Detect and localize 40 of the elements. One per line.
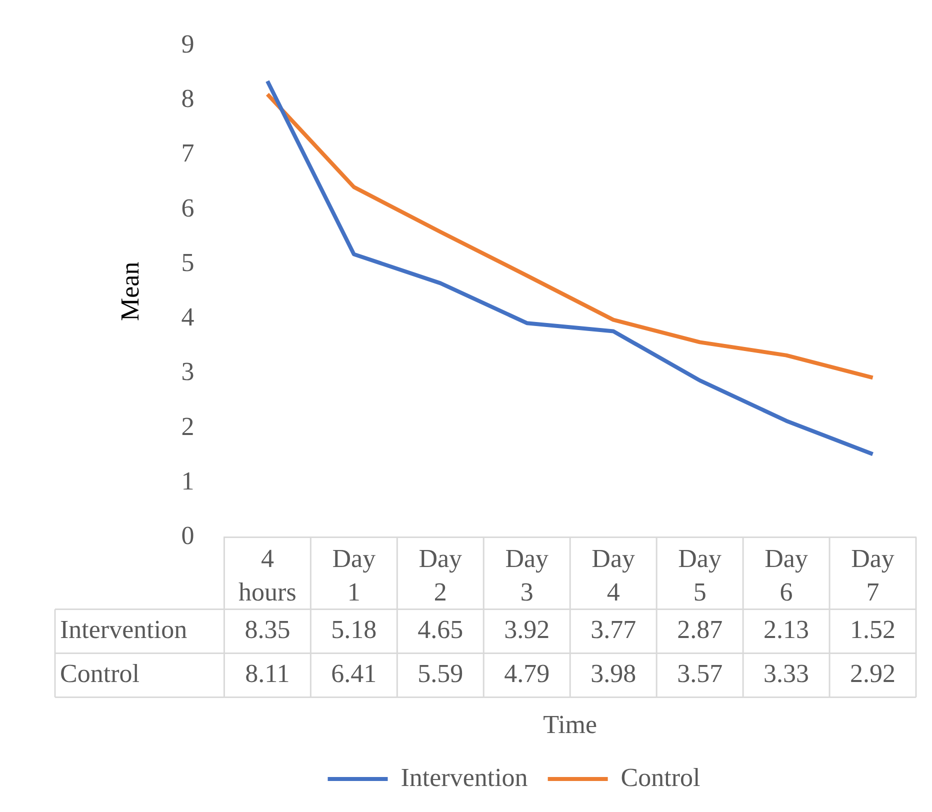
data-label: 2.92 <box>850 659 896 688</box>
y-tick-label: 2 <box>181 412 194 441</box>
x-tick-label: Day 3 <box>505 544 549 607</box>
data-label: 5.18 <box>331 615 377 644</box>
data-label: 4.65 <box>418 615 464 644</box>
y-tick-label: 5 <box>181 248 194 277</box>
data-label: 2.13 <box>764 615 810 644</box>
data-label: 3.33 <box>764 659 810 688</box>
data-label: 2.87 <box>677 615 723 644</box>
data-label: 4.79 <box>504 659 550 688</box>
text: Control <box>60 659 140 688</box>
y-axis-title: Mean <box>115 262 144 321</box>
x-tick-label: 4 hours <box>238 544 296 607</box>
text: Intervention <box>60 615 188 644</box>
x-tick-label: Day 7 <box>851 544 894 607</box>
data-label: 3.57 <box>677 659 723 688</box>
y-tick-label: 4 <box>181 302 194 332</box>
data-label: 5.59 <box>418 659 464 688</box>
data-label: 3.77 <box>590 615 636 644</box>
x-tick-label: Day 2 <box>418 544 462 607</box>
y-tick-label: 6 <box>181 193 194 222</box>
x-tick-label: Day 5 <box>678 544 722 607</box>
legend-label: Intervention <box>400 762 528 792</box>
data-label: 8.11 <box>245 659 290 688</box>
data-label: 8.35 <box>244 615 290 644</box>
y-tick-label: 9 <box>181 29 194 58</box>
x-tick-label: Day 1 <box>332 544 376 607</box>
data-label: 1.52 <box>850 615 896 644</box>
y-tick-label: 3 <box>181 357 194 386</box>
x-axis-title: Time <box>543 710 598 740</box>
legend-label: Control <box>620 762 700 792</box>
y-tick-label: 8 <box>181 84 194 114</box>
x-tick-label: Day 4 <box>592 544 635 607</box>
x-tick-label: Day 6 <box>764 544 808 607</box>
data-label: 3.92 <box>504 615 550 644</box>
y-tick-label: 7 <box>181 138 194 168</box>
data-label: 3.98 <box>590 659 636 688</box>
data-label: 6.41 <box>331 659 377 688</box>
y-tick-label: 0 <box>181 521 194 550</box>
y-tick-label: 1 <box>181 466 194 496</box>
